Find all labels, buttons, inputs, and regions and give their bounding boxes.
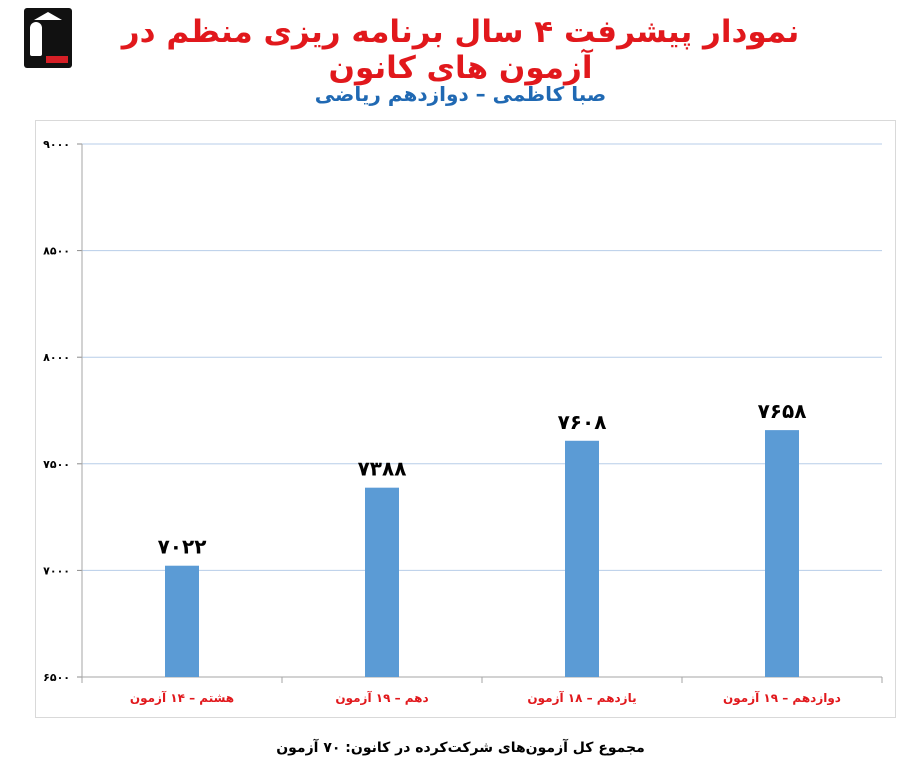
data-label: ۷۶۰۸ — [558, 410, 607, 434]
x-tick-label: یازدهم – ۱۸ آزمون — [527, 690, 636, 706]
chart-title: نمودار پیشرفت ۴ سال برنامه ریزی منظم در … — [121, 14, 800, 86]
graduation-cap-icon — [34, 12, 62, 20]
chart-frame — [35, 120, 896, 718]
y-tick-label: ۶۵۰۰ — [43, 671, 70, 684]
y-tick-label: ۷۵۰۰ — [43, 458, 70, 471]
graduate-figure-icon — [30, 22, 42, 56]
bar — [365, 487, 399, 677]
data-label: ۷۳۸۸ — [358, 457, 407, 481]
data-label: ۷۰۲۲ — [158, 535, 207, 559]
y-tick-label: ۸۵۰۰ — [43, 245, 70, 258]
bar — [165, 565, 199, 677]
logo-band — [46, 56, 68, 63]
bar — [765, 430, 799, 677]
bar — [565, 440, 599, 677]
logo — [24, 8, 72, 68]
x-tick-label: دهم – ۱۹ آزمون — [335, 690, 428, 706]
y-tick-label: ۷۰۰۰ — [43, 564, 70, 577]
y-tick-label: ۹۰۰۰ — [43, 138, 70, 151]
footer-total: مجموع کل آزمون‌های شرکت‌کرده در کانون: ۷… — [276, 740, 645, 756]
data-label: ۷۶۵۸ — [758, 399, 807, 423]
chart-subtitle: صبا کاظمی – دوازدهم ریاضی — [314, 82, 607, 106]
y-tick-label: ۸۰۰۰ — [43, 351, 70, 364]
x-tick-label: هشتم – ۱۴ آزمون — [130, 690, 234, 706]
x-tick-label: دوازدهم – ۱۹ آزمون — [723, 690, 841, 706]
